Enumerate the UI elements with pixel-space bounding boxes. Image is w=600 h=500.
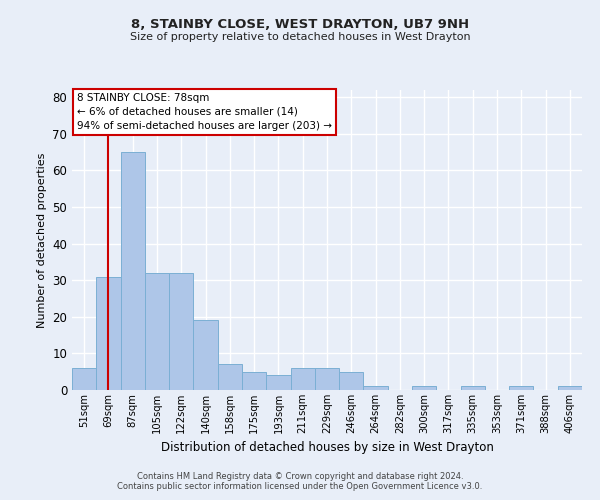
Bar [169, 273, 193, 390]
Text: Contains HM Land Registry data © Crown copyright and database right 2024.: Contains HM Land Registry data © Crown c… [137, 472, 463, 481]
Bar [72, 368, 96, 390]
Bar [315, 368, 339, 390]
Bar [509, 386, 533, 390]
Bar [412, 386, 436, 390]
Bar [218, 364, 242, 390]
Text: 8, STAINBY CLOSE, WEST DRAYTON, UB7 9NH: 8, STAINBY CLOSE, WEST DRAYTON, UB7 9NH [131, 18, 469, 30]
Bar [364, 386, 388, 390]
Text: Contains public sector information licensed under the Open Government Licence v3: Contains public sector information licen… [118, 482, 482, 491]
Bar [558, 386, 582, 390]
Bar [461, 386, 485, 390]
Bar [266, 376, 290, 390]
Bar [339, 372, 364, 390]
Bar [290, 368, 315, 390]
Text: Size of property relative to detached houses in West Drayton: Size of property relative to detached ho… [130, 32, 470, 42]
X-axis label: Distribution of detached houses by size in West Drayton: Distribution of detached houses by size … [161, 442, 493, 454]
Y-axis label: Number of detached properties: Number of detached properties [37, 152, 47, 328]
Bar [145, 273, 169, 390]
Bar [193, 320, 218, 390]
Bar [96, 276, 121, 390]
Text: 8 STAINBY CLOSE: 78sqm
← 6% of detached houses are smaller (14)
94% of semi-deta: 8 STAINBY CLOSE: 78sqm ← 6% of detached … [77, 93, 332, 131]
Bar [121, 152, 145, 390]
Bar [242, 372, 266, 390]
